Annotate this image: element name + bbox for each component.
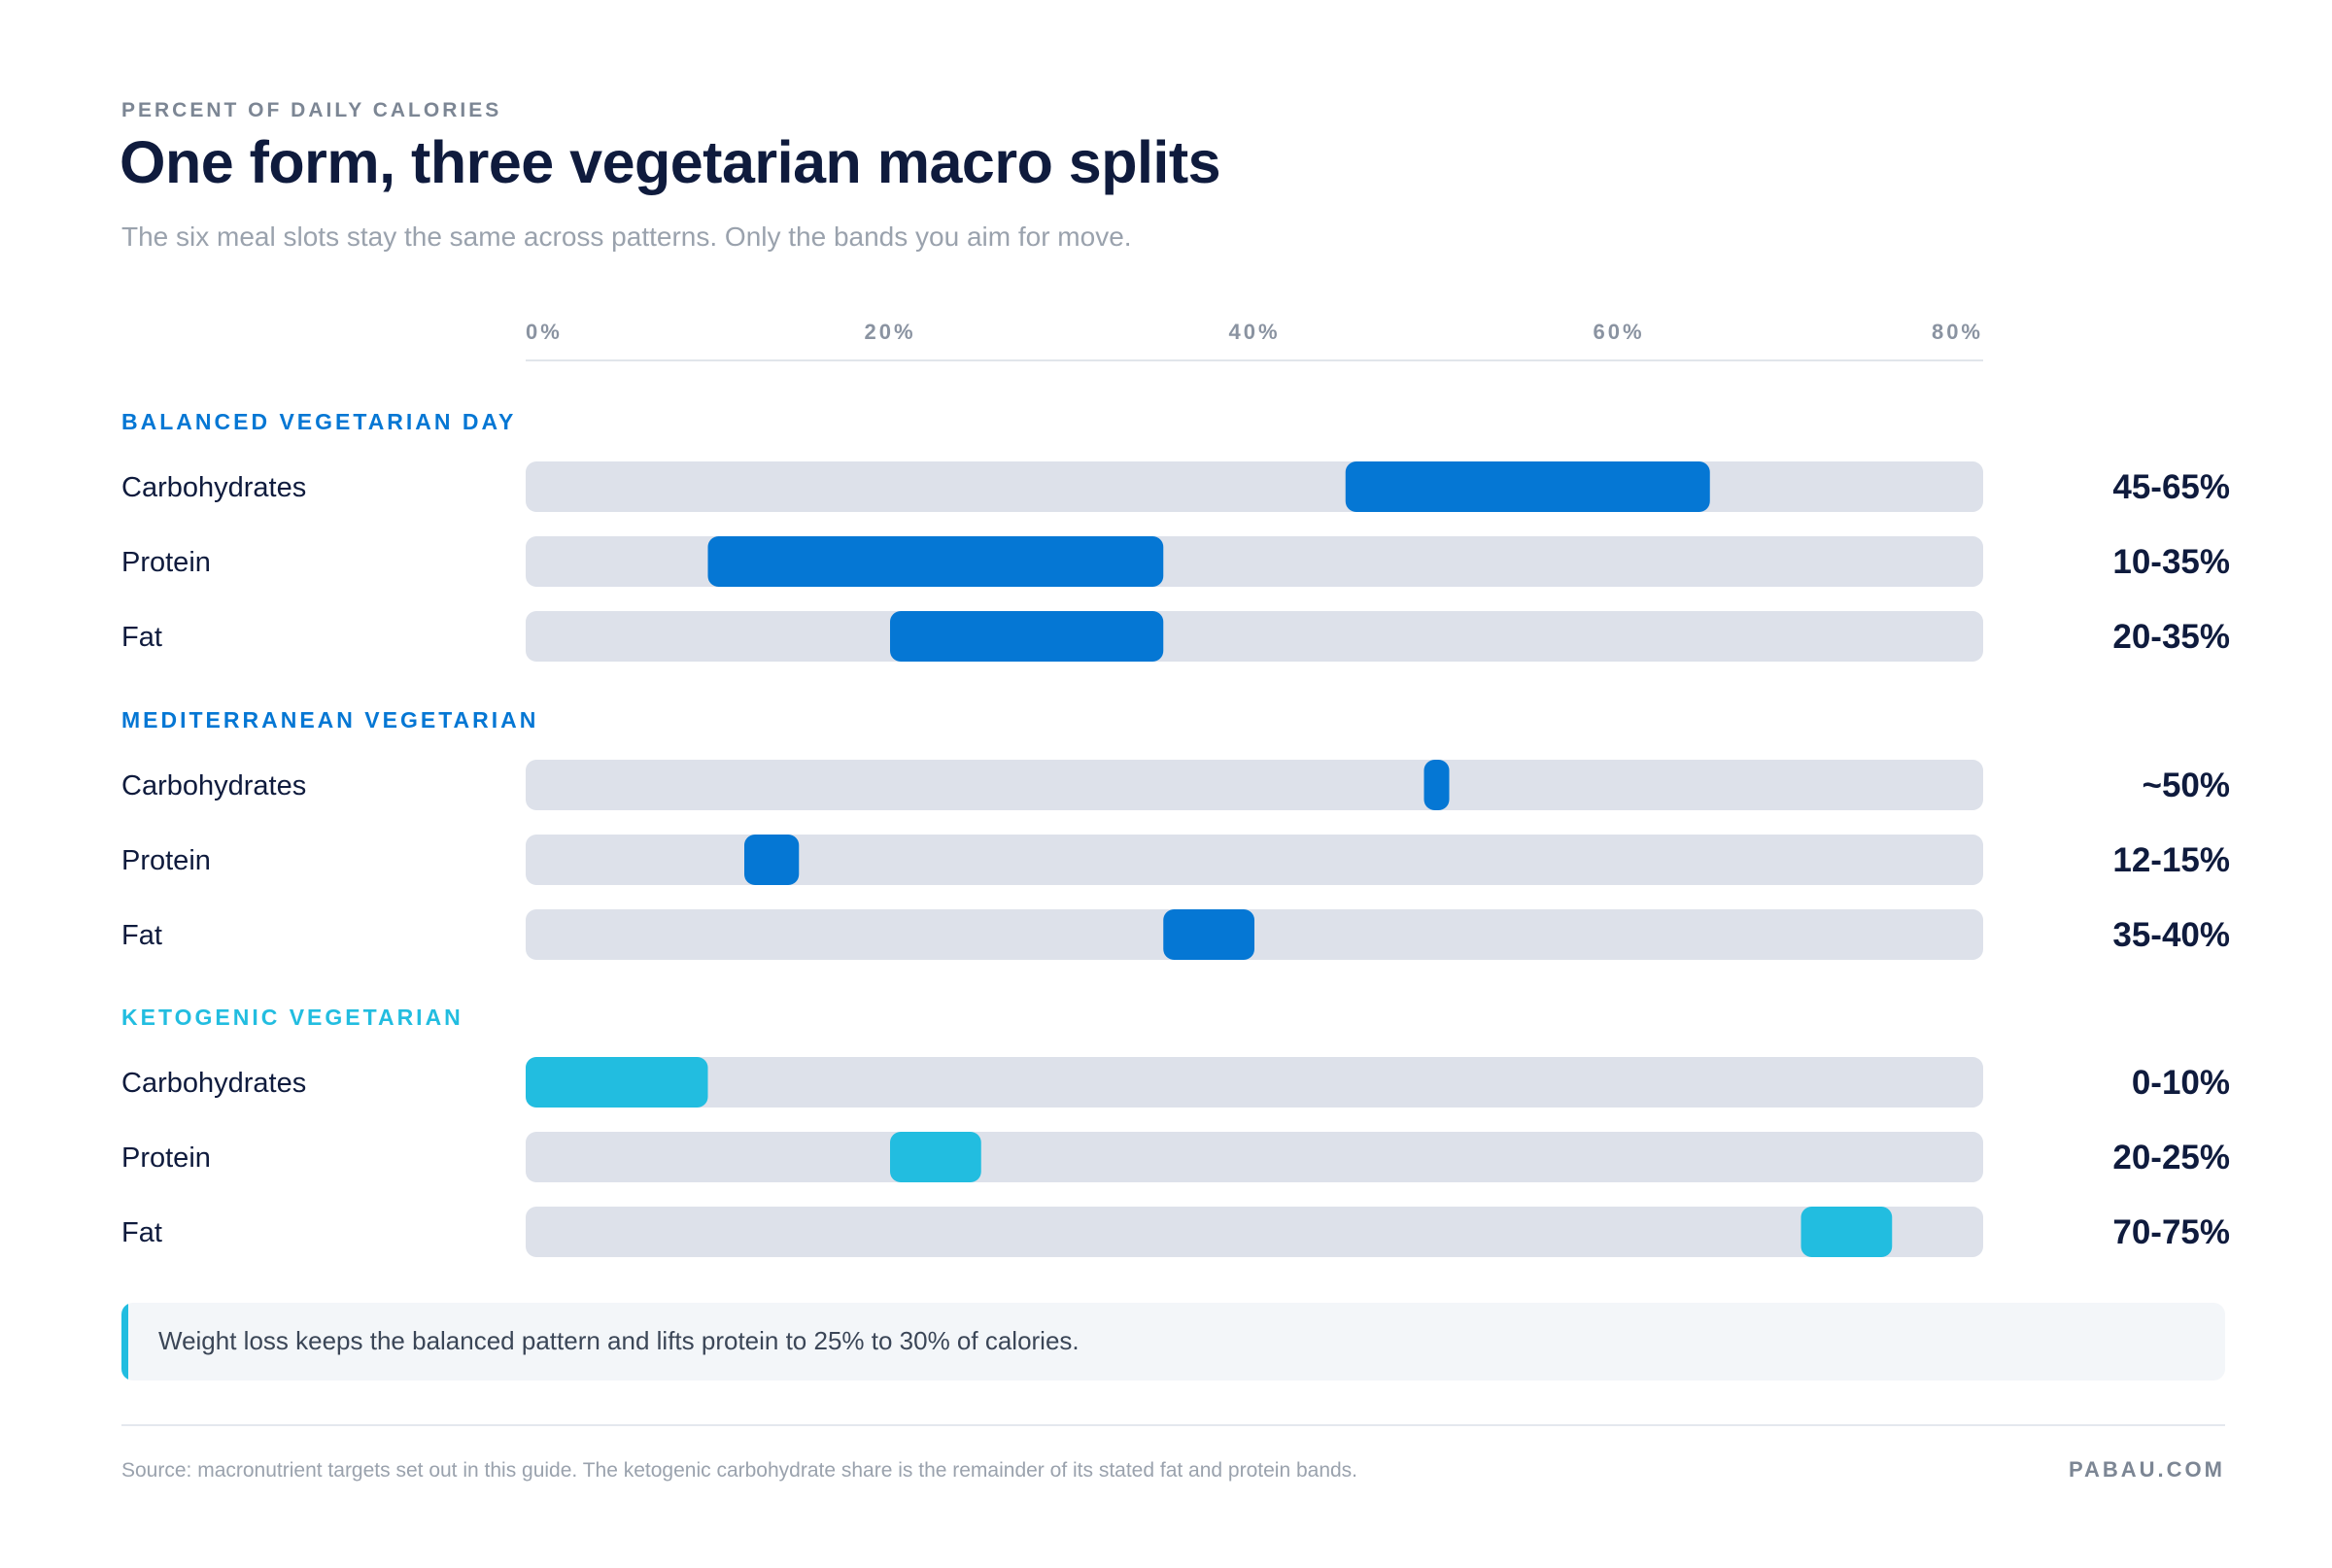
chart-subtitle: The six meal slots stay the same across …	[121, 222, 1132, 252]
callout-note: Weight loss keeps the balanced pattern a…	[121, 1303, 2225, 1381]
row-label: Protein	[121, 845, 211, 876]
bar-track	[526, 1057, 1983, 1108]
source-note: Source: macronutrient targets set out in…	[121, 1459, 1358, 1482]
group-label: BALANCED VEGETARIAN DAY	[121, 409, 516, 434]
x-tick-label: 80%	[1932, 320, 1983, 344]
x-tick-label: 20%	[864, 320, 915, 344]
chart-title: One form, three vegetarian macro splits	[120, 129, 1221, 195]
range-bar	[1345, 461, 1710, 512]
row-label: Carbohydrates	[121, 770, 306, 801]
footer-divider	[121, 1424, 2225, 1426]
bar-track	[526, 1207, 1983, 1257]
group-label: MEDITERRANEAN VEGETARIAN	[121, 707, 538, 733]
value-label: 20-25%	[2112, 1139, 2230, 1176]
value-label: 10-35%	[2112, 543, 2230, 581]
range-bar	[744, 835, 800, 885]
range-bar	[707, 536, 1164, 587]
callout-accent-bar	[121, 1303, 128, 1381]
bar-track	[526, 1132, 1983, 1182]
range-bar	[890, 611, 1164, 662]
bar-track	[526, 835, 1983, 885]
x-tick-label: 40%	[1228, 320, 1280, 344]
chart-eyebrow: PERCENT OF DAILY CALORIES	[121, 99, 502, 121]
bar-track	[526, 461, 1983, 512]
row-label: Protein	[121, 1142, 211, 1174]
x-tick-label: 0%	[526, 320, 563, 344]
bar-track	[526, 760, 1983, 810]
brand-logo-text: PABAU.COM	[2068, 1457, 2225, 1482]
row-label: Fat	[121, 920, 162, 951]
value-label: 45-65%	[2112, 468, 2230, 506]
range-bar	[1163, 909, 1254, 960]
value-label: 70-75%	[2112, 1213, 2230, 1251]
value-label: 20-35%	[2112, 618, 2230, 656]
row-label: Fat	[121, 1217, 162, 1248]
value-label: 12-15%	[2112, 841, 2230, 879]
row-label: Carbohydrates	[121, 472, 306, 503]
range-bar	[890, 1132, 981, 1182]
x-tick-label: 60%	[1593, 320, 1644, 344]
bar-track	[526, 611, 1983, 662]
range-bar	[1800, 1207, 1893, 1257]
range-bar	[1423, 760, 1450, 810]
value-label: ~50%	[2143, 767, 2231, 804]
macro-range-chart: 0% 20% 40% 60% 80% BALANCED VEGETARIAN DAY Car…	[121, 320, 2231, 1257]
callout-text: Weight loss keeps the balanced pattern a…	[158, 1326, 1080, 1355]
value-label: 0-10%	[2132, 1064, 2230, 1102]
row-label: Protein	[121, 547, 211, 578]
range-bar	[526, 1057, 708, 1108]
row-label: Carbohydrates	[121, 1068, 306, 1099]
group-label: KETOGENIC VEGETARIAN	[121, 1005, 463, 1030]
row-label: Fat	[121, 622, 162, 653]
value-label: 35-40%	[2112, 916, 2230, 954]
